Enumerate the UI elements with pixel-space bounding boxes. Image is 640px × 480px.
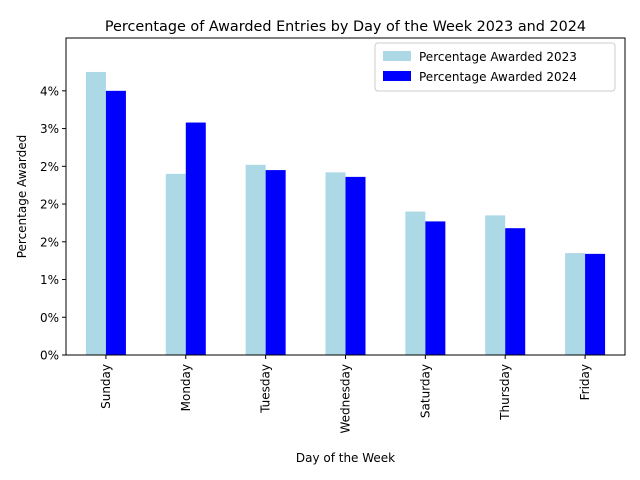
x-tick-label: Sunday [99, 364, 113, 409]
legend-swatch-series-1 [383, 51, 411, 61]
legend-swatch-series-2 [383, 71, 411, 81]
x-tick-label: Wednesday [339, 364, 353, 433]
y-tick-label: 2% [40, 160, 59, 174]
bar-thursday-series-2 [505, 228, 526, 355]
bar-wednesday-series-2 [345, 176, 366, 355]
y-tick-label: 0% [40, 349, 59, 363]
bar-monday-series-1 [165, 173, 186, 355]
bar-monday-series-2 [185, 122, 206, 356]
legend: Percentage Awarded 2023 Percentage Awarde… [374, 42, 616, 92]
bar-friday-series-2 [585, 253, 606, 355]
bar-sunday-series-1 [85, 71, 106, 355]
bar-sunday-series-2 [105, 90, 126, 355]
bars-layer [85, 71, 606, 356]
x-tick-label: Thursday [498, 364, 512, 421]
y-axis-label: Percentage Awarded [15, 135, 29, 259]
bar-saturday-series-1 [405, 211, 426, 355]
bar-saturday-series-2 [425, 221, 446, 355]
x-axis-label: Day of the Week [296, 451, 395, 465]
y-axis: 0% 0% 1% 2% 2% 2% 3% 4% [40, 84, 66, 363]
bar-thursday-series-1 [485, 215, 506, 355]
bar-wednesday-series-1 [325, 172, 346, 355]
x-tick-label: Friday [578, 364, 592, 400]
bar-tuesday-series-1 [245, 164, 266, 355]
legend-box [374, 42, 616, 92]
x-tick-label: Saturday [418, 364, 432, 418]
legend-label-series-2: Percentage Awarded 2024 [419, 70, 577, 84]
chart-title: Percentage of Awarded Entries by Day of … [105, 19, 586, 35]
legend-label-series-1: Percentage Awarded 2023 [419, 50, 577, 64]
y-tick-label: 1% [40, 273, 59, 287]
x-tick-label: Monday [179, 364, 193, 411]
y-tick-label: 3% [40, 122, 59, 136]
y-tick-label: 0% [40, 311, 59, 325]
bar-tuesday-series-2 [265, 170, 286, 355]
y-tick-label: 2% [40, 235, 59, 249]
y-tick-label: 2% [40, 198, 59, 212]
bar-friday-series-1 [565, 253, 586, 355]
x-axis: Sunday Monday Tuesday Wednesday Saturday Thur… [99, 355, 592, 433]
y-tick-label: 4% [40, 84, 59, 98]
x-tick-label: Tuesday [259, 364, 273, 414]
